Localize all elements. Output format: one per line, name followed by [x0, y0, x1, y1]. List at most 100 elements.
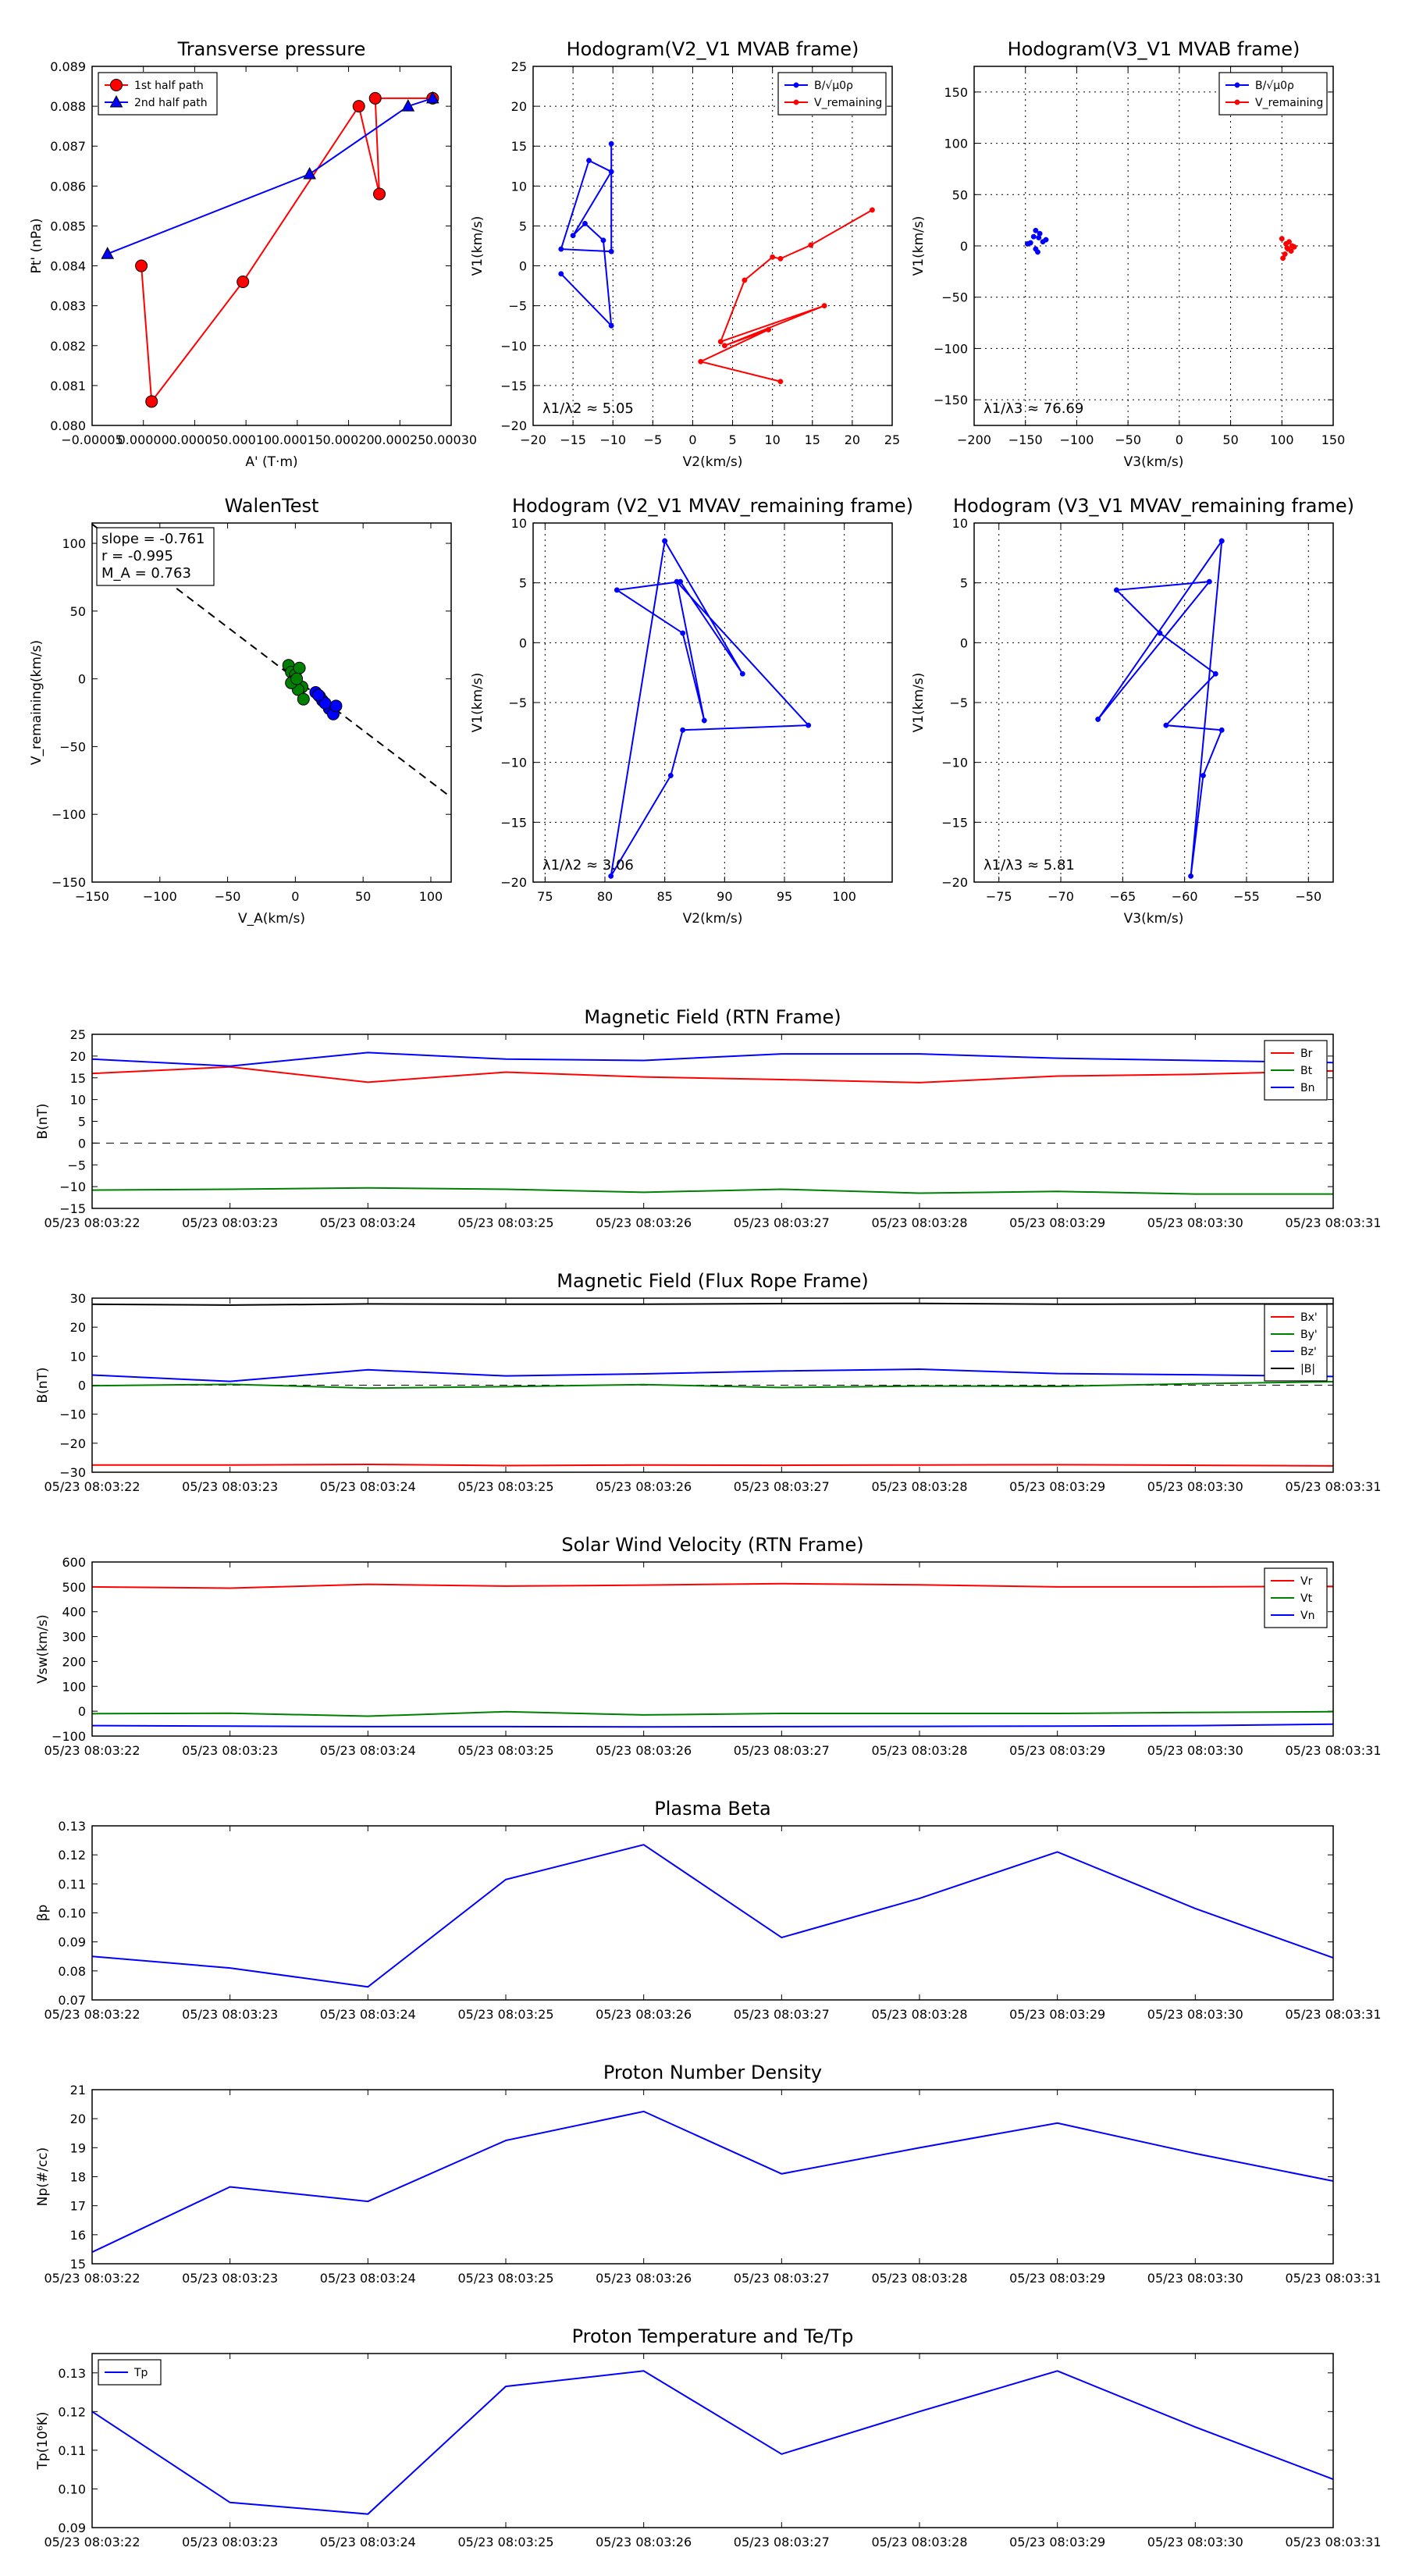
x-tick-label: 150 [1321, 432, 1346, 447]
x-axis-label: V2(km/s) [683, 454, 743, 470]
y-tick-label: 10 [511, 516, 527, 531]
chart-title: Proton Number Density [603, 2062, 822, 2083]
y-axis-label: V1(km/s) [911, 216, 927, 276]
series-line-1st half path [140, 97, 433, 404]
chart-solar-wind-velocity: Solar Wind Velocity (RTN Frame) 05/23 08:… [35, 1534, 1382, 1758]
x-tick-label: 05/23 08:03:29 [1009, 2535, 1105, 2549]
y-tick-label: 5 [78, 1115, 86, 1130]
legend-marker [1234, 82, 1240, 88]
plot-area [92, 2110, 1333, 2254]
data-point [303, 166, 316, 180]
x-tick-label: 100 [419, 889, 443, 904]
y-tick-label: 21 [70, 2083, 86, 2097]
data-point [352, 100, 365, 113]
x-tick-label: −55 [1233, 889, 1260, 904]
data-point [1280, 255, 1286, 262]
legend-label: Bz' [1300, 1346, 1317, 1358]
y-tick-label: 200 [62, 1654, 86, 1669]
y-tick-label: 50 [952, 187, 968, 202]
y-tick-label: −15 [500, 815, 527, 830]
y-tick-label: 0.12 [58, 2404, 86, 2419]
y-tick-label: 17 [70, 2199, 86, 2214]
legend-marker [1234, 99, 1240, 105]
chart-title: Transverse pressure [177, 38, 366, 60]
data-point [135, 259, 148, 272]
data-point [1163, 722, 1169, 728]
data-point [1035, 249, 1040, 255]
x-axis-label: V3(km/s) [1124, 911, 1184, 927]
y-tick-label: 100 [62, 1679, 86, 1694]
legend: B/√μ0ρ V_remaining [777, 72, 887, 116]
x-tick-label: 05/23 08:03:23 [182, 1215, 278, 1230]
x-tick-label: 05/23 08:03:26 [596, 1479, 692, 1494]
data-point [1279, 236, 1285, 242]
x-tick-label: 05/23 08:03:28 [871, 1743, 967, 1758]
legend-label: B/√μ0ρ [814, 80, 853, 92]
data-point [742, 277, 748, 283]
x-tick-label: −10 [599, 432, 626, 447]
y-axis-label: V1(km/s) [470, 673, 486, 733]
legend: 1st half path 2nd half path [98, 72, 218, 116]
data-point [318, 696, 332, 710]
y-tick-label: 15 [70, 1071, 86, 1086]
x-tick-label: −5 [644, 432, 663, 447]
x-tick-label: 05/23 08:03:23 [182, 2271, 278, 2286]
x-tick-label: 15 [805, 432, 820, 447]
chart-title: WalenTest [225, 495, 319, 517]
y-tick-label: 600 [62, 1555, 86, 1570]
y-tick-label: 0.08 [58, 1964, 86, 1979]
x-tick-label: 05/23 08:03:30 [1147, 1215, 1243, 1230]
y-tick-label: −15 [500, 379, 527, 393]
x-tick-label: 05/23 08:03:29 [1009, 2271, 1105, 2286]
legend: Tp [98, 2359, 162, 2386]
chart-walen-test: WalenTest −150 −100 −50 0 50 100 −150 −100 −50 0 50… [29, 495, 452, 927]
y-tick-label: −10 [941, 756, 968, 770]
y-tick-label: −10 [59, 1179, 86, 1194]
plot-frame [973, 522, 1334, 883]
y-tick-label: 0.13 [58, 2366, 86, 2381]
y-tick-label: 25 [511, 59, 527, 74]
x-tick-label: 05/23 08:03:24 [320, 2535, 416, 2549]
data-point [311, 688, 325, 702]
x-axis-label: V2(km/s) [683, 911, 743, 927]
x-tick-label: 05/23 08:03:25 [457, 1479, 553, 1494]
x-tick-label: 05/23 08:03:27 [734, 2007, 830, 2022]
series-line-Tp [92, 2370, 1333, 2515]
annotation-box [96, 527, 215, 586]
x-tick-label: 0 [291, 889, 299, 904]
x-tick-label: 5 [728, 432, 736, 447]
y-tick-label: 10 [70, 1093, 86, 1108]
y-tick-label: 0 [960, 635, 968, 650]
plot-area [92, 523, 451, 799]
legend-label: By' [1300, 1329, 1318, 1341]
y-axis-label: B(nT) [35, 1103, 51, 1139]
y-tick-label: −150 [52, 875, 86, 890]
legend: Br Bt Bn [1264, 1040, 1328, 1101]
y-tick-label: 0.09 [58, 2521, 86, 2535]
x-tick-label: 05/23 08:03:23 [182, 2007, 278, 2022]
data-point [1033, 227, 1039, 233]
series-line-V_remaining [698, 209, 873, 382]
x-tick-label: 0 [688, 432, 696, 447]
x-axis-label: V_A(km/s) [238, 911, 305, 927]
plot-frame [91, 66, 452, 426]
annotation: λ1/λ2 ≈ 3.06 [542, 857, 634, 873]
y-tick-label: 0.080 [50, 418, 86, 433]
series-line-Bn [92, 1051, 1333, 1067]
series-line-Vt [92, 1710, 1333, 1717]
x-tick-label: −20 [520, 432, 546, 447]
x-tick-label: 80 [597, 889, 613, 904]
plot-area [1095, 538, 1225, 879]
data-point [1291, 244, 1297, 250]
data-point [608, 141, 614, 147]
data-point [145, 395, 158, 408]
y-tick-label: −20 [941, 875, 968, 890]
y-tick-label: 5 [519, 576, 527, 591]
y-tick-label: 0.083 [50, 299, 86, 314]
data-point [586, 158, 592, 164]
data-point [293, 661, 306, 674]
x-tick-label: 05/23 08:03:30 [1147, 1743, 1243, 1758]
y-tick-label: −15 [941, 815, 968, 830]
data-point [1200, 773, 1206, 778]
y-tick-label: 0.085 [50, 219, 86, 233]
